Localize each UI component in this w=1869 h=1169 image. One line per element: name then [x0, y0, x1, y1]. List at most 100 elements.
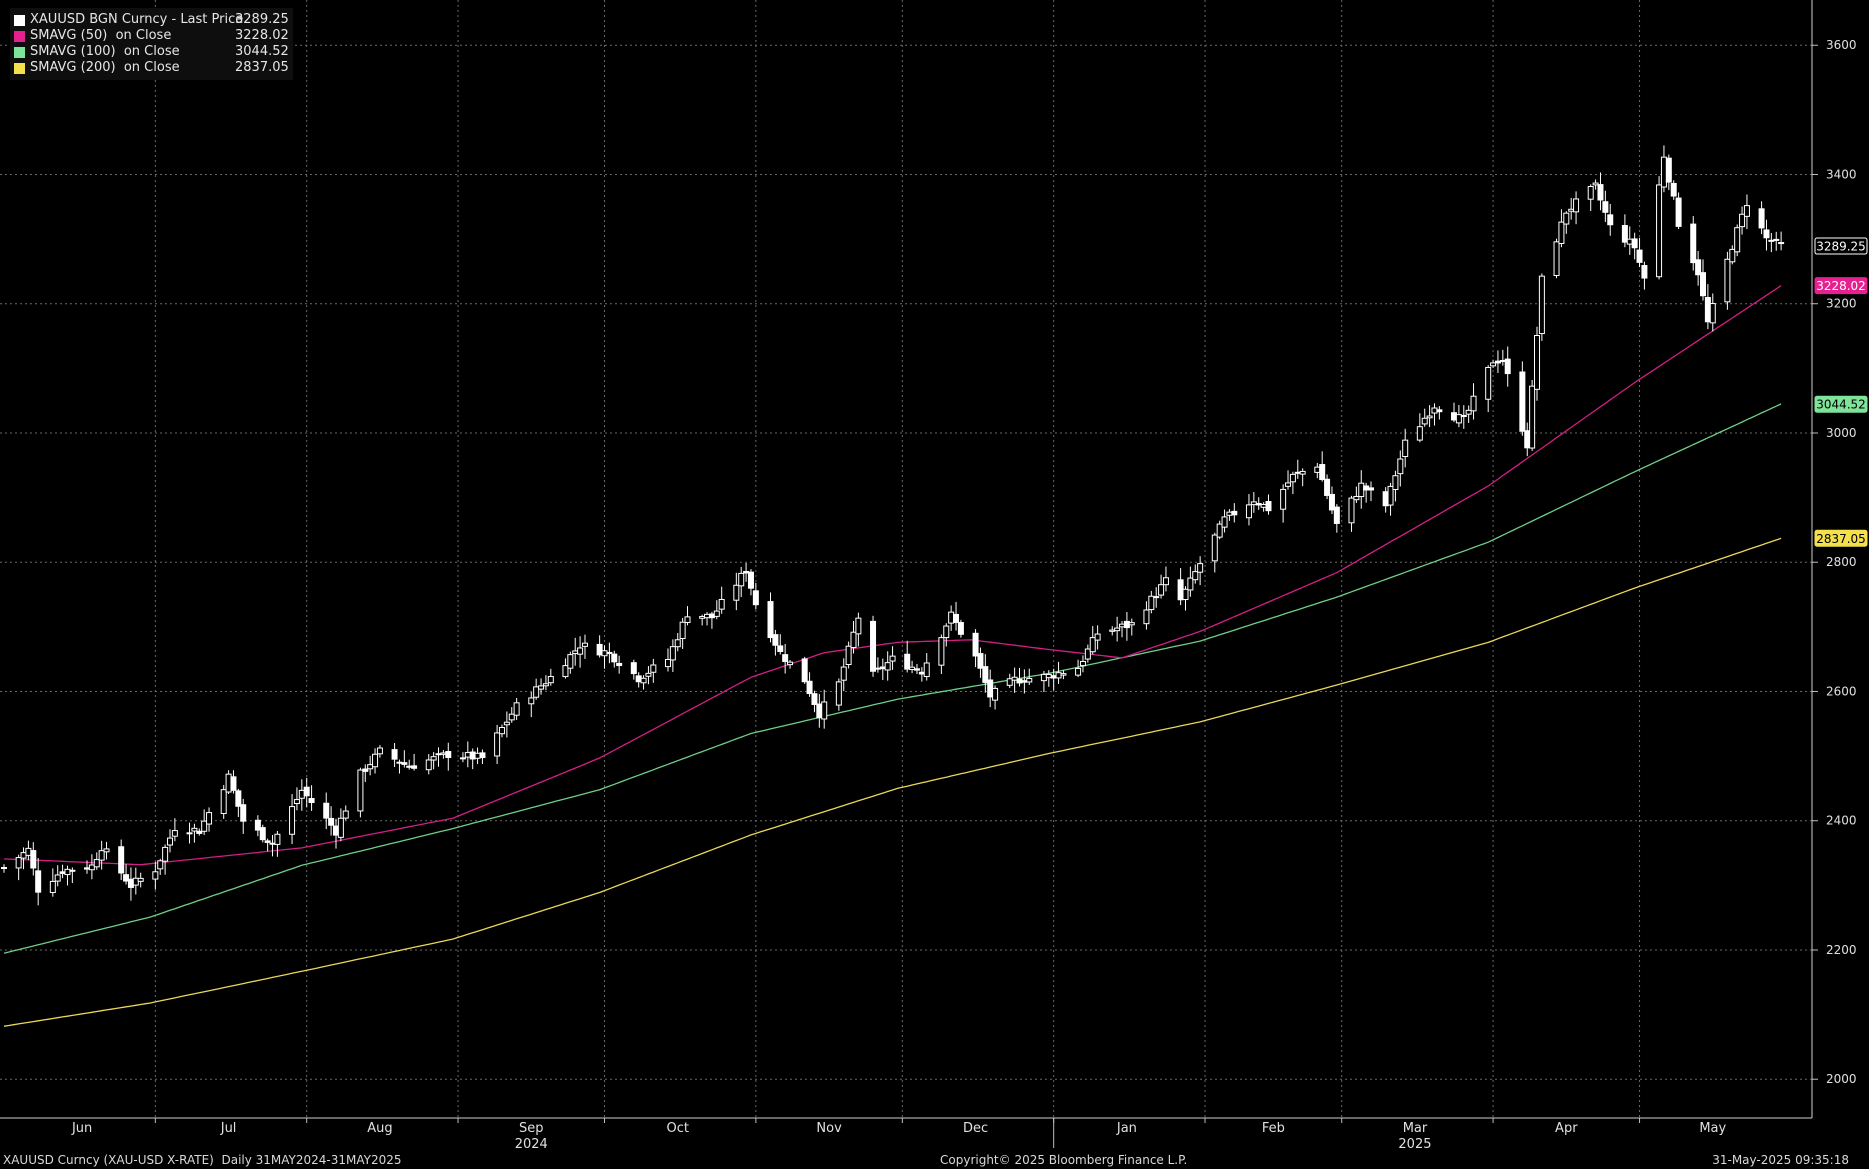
candle-body — [206, 812, 213, 825]
candle-body — [1250, 501, 1257, 506]
x-tick-label: Mar — [1403, 1121, 1428, 1136]
candle-body — [1358, 482, 1365, 498]
candle-body — [459, 757, 466, 760]
legend-swatch-sma200 — [14, 62, 25, 74]
candle-body — [1192, 571, 1199, 581]
candle-body — [1177, 579, 1184, 601]
candle-body — [977, 653, 984, 669]
candle-body — [1621, 224, 1628, 243]
candle-body — [1656, 184, 1663, 278]
y-tick-label: 2000 — [1826, 1072, 1857, 1086]
candle-body — [738, 572, 745, 587]
candle-body — [1631, 238, 1638, 249]
candle-body — [943, 625, 950, 639]
candle-body — [1778, 242, 1785, 245]
candle-body — [220, 789, 227, 815]
candle-body — [474, 752, 481, 759]
x-tick-label: May — [1699, 1121, 1726, 1136]
candle-body — [1, 867, 7, 870]
candle-body — [1397, 458, 1404, 475]
candle-body — [269, 842, 276, 845]
candle-body — [35, 870, 42, 893]
candle-body — [342, 810, 349, 819]
candle-body — [1465, 409, 1472, 415]
last-value-text: 3228.02 — [1816, 279, 1866, 293]
candle-body — [1558, 221, 1565, 244]
candle-body — [376, 747, 383, 755]
candle-body — [1387, 485, 1394, 506]
candle-body — [225, 773, 232, 793]
candle-body — [542, 683, 549, 687]
candle-body — [1363, 485, 1370, 491]
candle-body — [1592, 182, 1599, 186]
legend-item-sma200: SMAVG (200) on Close 2837.05 — [14, 60, 289, 76]
legend-item-sma50: SMAVG (50) on Close 3228.02 — [14, 28, 289, 44]
y-tick-label: 3400 — [1826, 167, 1857, 181]
candle-body — [123, 874, 130, 882]
candle-body — [508, 713, 515, 721]
candle-body — [1626, 238, 1633, 245]
candle-body — [1021, 680, 1028, 683]
candle-body — [157, 860, 164, 870]
candle-body — [308, 798, 315, 804]
candle-body — [332, 825, 339, 836]
candle-body — [528, 697, 535, 705]
candle-body — [699, 616, 706, 619]
candle-body — [1734, 227, 1741, 253]
candle-body — [1060, 673, 1067, 676]
x-tick-label: Jul — [220, 1121, 237, 1136]
candle-body — [835, 681, 842, 706]
candle-body — [533, 686, 540, 698]
candle-body — [547, 675, 554, 684]
candle-body — [1319, 464, 1326, 481]
candle-body — [713, 610, 720, 617]
candle-body — [538, 685, 545, 690]
candle-body — [162, 846, 169, 862]
candle-body — [806, 680, 813, 695]
candle-body — [298, 789, 305, 799]
candle-body — [1187, 577, 1194, 591]
footer-copyright: Copyright© 2025 Bloomberg Finance L.P. — [940, 1153, 1188, 1167]
candle-body — [118, 846, 125, 874]
candle-body — [840, 666, 847, 681]
candle-body — [948, 611, 955, 624]
x-tick-label: Apr — [1555, 1121, 1578, 1136]
candle-body — [982, 666, 989, 683]
candlesticks — [1, 145, 1785, 906]
candle-body — [240, 804, 247, 822]
candle-body — [1045, 673, 1052, 679]
candle-body — [904, 653, 911, 670]
candle-body — [254, 819, 261, 831]
last-value-labels: 3289.25 3228.02 3044.52 2837.05 — [1814, 237, 1868, 547]
candle-body — [777, 645, 784, 652]
legend-swatch-sma100 — [14, 46, 25, 58]
candle-body — [274, 833, 281, 845]
candle-body — [640, 677, 647, 684]
candle-body — [772, 634, 779, 646]
candle-body — [1314, 466, 1321, 473]
candle-body — [1075, 667, 1082, 676]
candle-body — [992, 687, 999, 701]
candle-body — [235, 790, 242, 807]
candle-body — [166, 837, 173, 846]
candle-body — [191, 827, 198, 832]
chart-axes: 2000 2200 2400 2600 2800 3000 3200 3400 3600 Jun J… — [0, 0, 1857, 1152]
candle-body — [1197, 563, 1204, 573]
candle-body — [923, 662, 930, 678]
last-value-box — [1814, 237, 1868, 255]
candle-body — [230, 776, 237, 791]
last-value-label: 3044.52 — [1814, 395, 1868, 413]
candle-body — [669, 646, 676, 661]
candle-body — [645, 672, 652, 677]
candle-body — [1143, 609, 1150, 625]
candle-body — [1504, 358, 1511, 375]
last-value-text: 3289.25 — [1816, 240, 1866, 254]
x-tick-label: Jan — [1116, 1121, 1137, 1136]
legend-value: 3228.02 — [235, 28, 289, 43]
candle-body — [171, 830, 178, 837]
candle-body — [440, 752, 447, 755]
candle-body — [1534, 334, 1541, 390]
candle-body — [289, 806, 296, 835]
legend-label: SMAVG (100) on Close — [30, 44, 180, 59]
